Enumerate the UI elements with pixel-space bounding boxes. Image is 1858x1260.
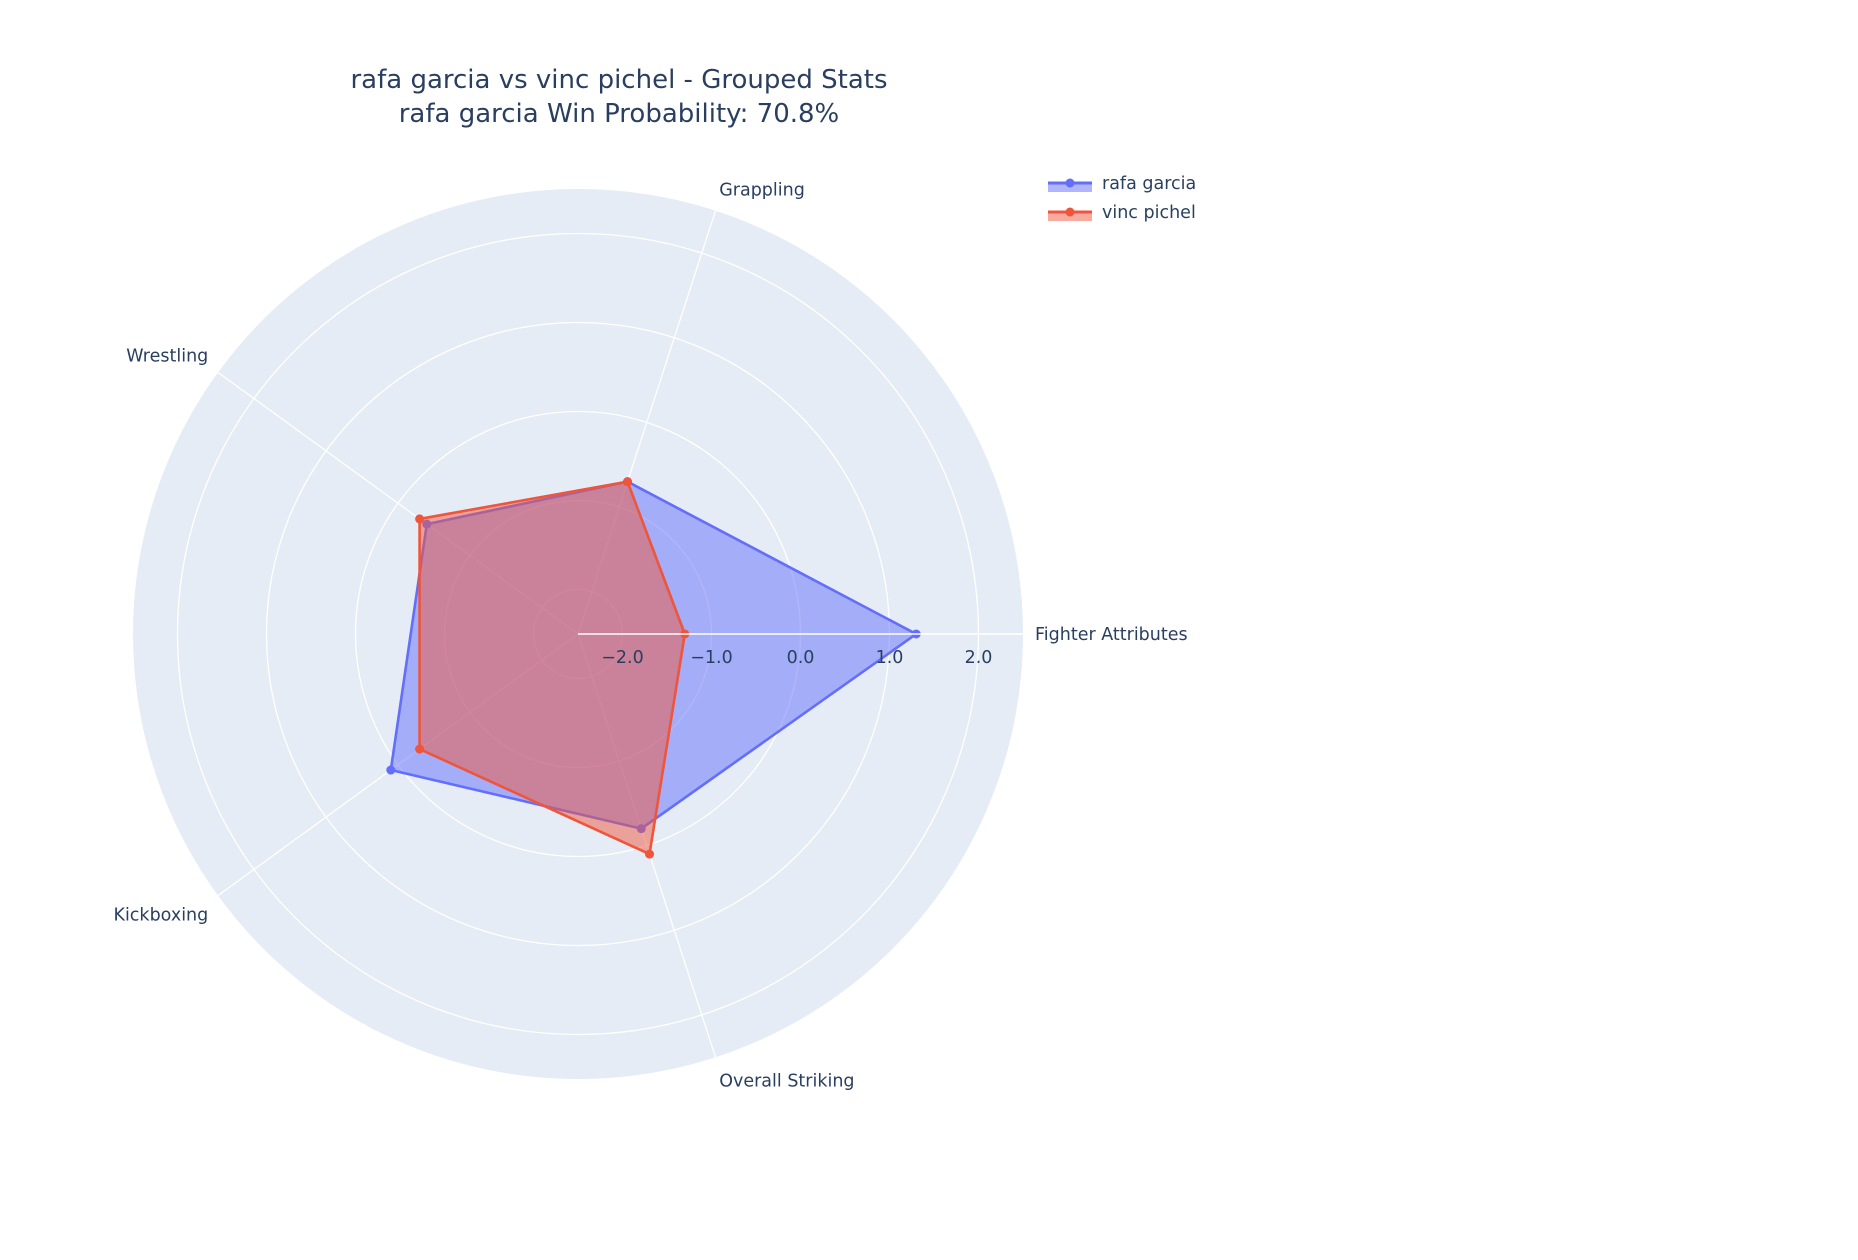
legend-marker [1065,178,1075,188]
radial-tick-label: −1.0 [690,648,733,668]
angular-axis-label: Overall Striking [719,1072,854,1092]
series-1 [415,477,690,859]
series-point [415,514,425,524]
series-point [415,744,425,754]
angular-axis-label: Wrestling [126,346,208,366]
series-area [418,480,687,856]
radial-tick-label: 0.0 [787,648,815,668]
legend: rafa garcia vinc pichel [1048,174,1196,223]
angular-axis-label: Kickboxing [113,906,208,926]
chart-subtitle: rafa garcia Win Probability: 70.8% [399,99,840,129]
radial-ticks: −2.0 −1.0 0.0 1.0 2.0 [578,633,1023,668]
legend-item[interactable]: vinc pichel [1048,203,1196,223]
radial-tick-label: 1.0 [876,648,904,668]
series-point [645,849,655,859]
radial-tick-label: 2.0 [965,648,993,668]
angular-axis-label: Grappling [719,180,805,200]
series-point [386,765,396,775]
series-point [623,477,633,487]
legend-label: rafa garcia [1102,174,1196,194]
legend-label: vinc pichel [1102,203,1196,223]
chart-title: rafa garcia vs vinc pichel - Grouped Sta… [350,65,887,95]
legend-marker [1065,207,1075,217]
legend-item[interactable]: rafa garcia [1048,174,1196,194]
angular-axis-label: Fighter Attributes [1035,625,1188,645]
radial-tick-label: −2.0 [601,648,644,668]
series-layer [386,477,921,859]
angular-axis-labels: Fighter Attributes Overall Striking Kickbo… [113,180,1187,1091]
